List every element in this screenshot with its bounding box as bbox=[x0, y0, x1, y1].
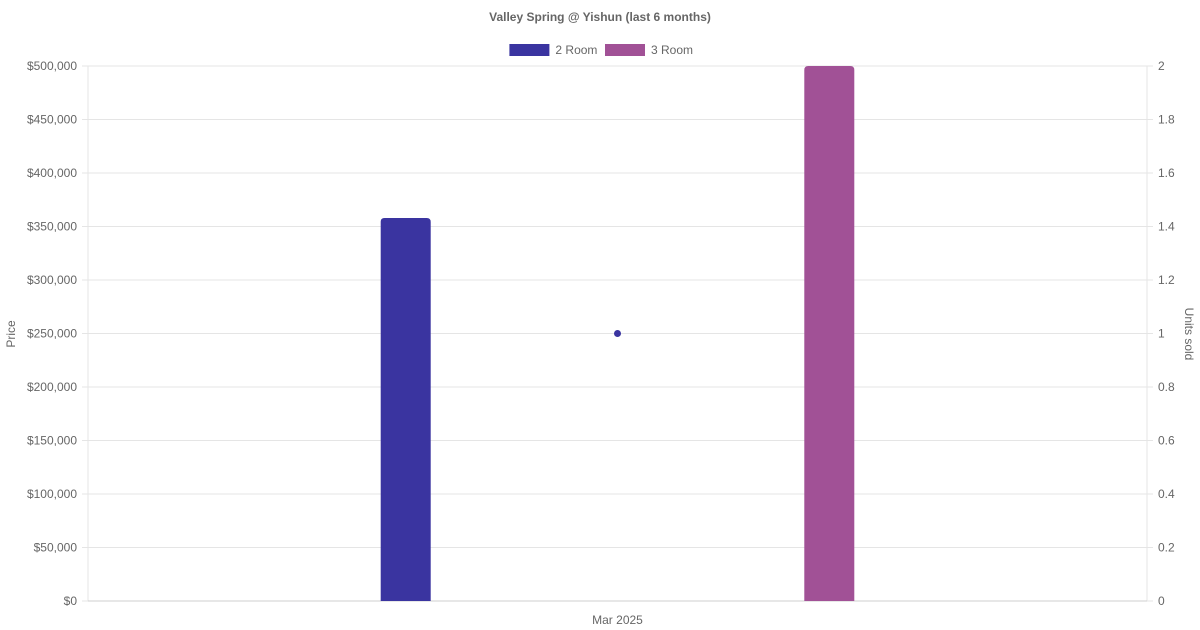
bar-2-room[interactable] bbox=[380, 217, 431, 601]
y-tick-label: $450,000 bbox=[27, 113, 77, 127]
plot-area bbox=[380, 66, 855, 601]
y-tick-label: $400,000 bbox=[27, 166, 77, 180]
legend-swatch bbox=[605, 44, 645, 56]
y2-tick-label: 1.8 bbox=[1158, 113, 1175, 127]
y-tick-label: $300,000 bbox=[27, 273, 77, 287]
y-tick-label: $100,000 bbox=[27, 487, 77, 501]
y2-tick-label: 0.2 bbox=[1158, 541, 1175, 555]
y-tick-label: $250,000 bbox=[27, 327, 77, 341]
y2-tick-label: 0.6 bbox=[1158, 434, 1175, 448]
y2-tick-label: 0 bbox=[1158, 594, 1165, 608]
legend: 2 Room 3 Room bbox=[509, 43, 693, 57]
y2-tick-label: 1.2 bbox=[1158, 273, 1175, 287]
x-tick-label: Mar 2025 bbox=[592, 613, 643, 627]
y-tick-label: $0 bbox=[64, 594, 78, 608]
y2-tick-label: 1.6 bbox=[1158, 166, 1175, 180]
y-tick-label: $150,000 bbox=[27, 434, 77, 448]
bar-3-room[interactable] bbox=[804, 66, 855, 601]
y-axis-title: Price bbox=[4, 320, 18, 348]
y2-tick-label: 1 bbox=[1158, 327, 1165, 341]
legend-label: 2 Room bbox=[555, 43, 597, 57]
axes: $0 0 $50,000 0.2 $100,000 0.4 $150,000 0.6 $200,… bbox=[27, 59, 1175, 627]
legend-item-2-room[interactable]: 2 Room bbox=[509, 43, 597, 57]
legend-label: 3 Room bbox=[651, 43, 693, 57]
y2-tick-label: 2 bbox=[1158, 59, 1165, 73]
legend-swatch bbox=[509, 44, 550, 56]
y2-tick-label: 0.4 bbox=[1158, 487, 1175, 501]
legend-item-3-room[interactable]: 3 Room bbox=[605, 43, 693, 57]
y2-axis-title: Units sold bbox=[1182, 308, 1196, 361]
y2-tick-label: 1.4 bbox=[1158, 220, 1175, 234]
y-tick-label: $500,000 bbox=[27, 59, 77, 73]
y-tick-label: $50,000 bbox=[34, 541, 78, 555]
units-sold-point[interactable] bbox=[614, 330, 621, 337]
y2-tick-label: 0.8 bbox=[1158, 380, 1175, 394]
y-tick-label: $200,000 bbox=[27, 380, 77, 394]
y-tick-label: $350,000 bbox=[27, 220, 77, 234]
chart-title: Valley Spring @ Yishun (last 6 months) bbox=[489, 10, 711, 24]
